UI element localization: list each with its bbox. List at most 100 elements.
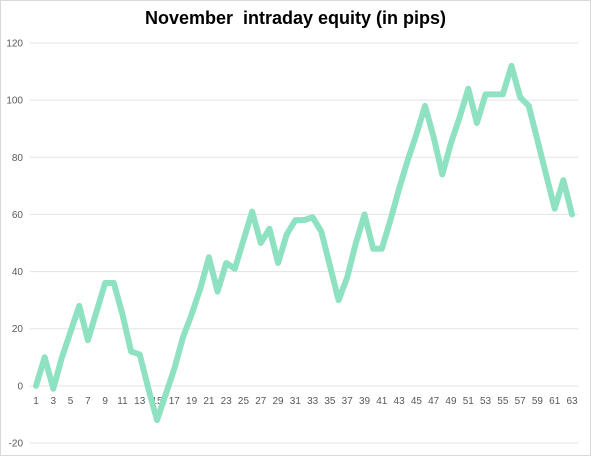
x-tick-label: 15 <box>151 396 163 407</box>
data-point <box>552 206 557 211</box>
data-point <box>129 349 134 354</box>
x-tick-label: 49 <box>445 396 457 407</box>
x-tick-label: 33 <box>307 396 319 407</box>
data-point <box>198 286 203 291</box>
data-point <box>293 218 298 223</box>
data-point <box>241 238 246 243</box>
series-line <box>33 62 575 424</box>
data-point <box>362 212 367 217</box>
data-point <box>137 352 142 357</box>
data-point <box>215 289 220 294</box>
data-point <box>405 158 410 163</box>
data-point <box>34 383 39 388</box>
data-point <box>423 103 428 108</box>
data-point <box>448 141 453 146</box>
x-tick-label: 31 <box>290 396 302 407</box>
data-point <box>103 281 108 286</box>
y-tick-label: 80 <box>12 153 24 164</box>
data-point <box>189 312 194 317</box>
data-point <box>379 246 384 251</box>
y-tick-label: 100 <box>6 96 23 107</box>
data-point <box>492 92 497 97</box>
x-tick-label: 9 <box>102 396 108 407</box>
data-point <box>500 92 505 97</box>
data-point <box>302 218 307 223</box>
data-point <box>371 246 376 251</box>
data-point <box>51 386 56 391</box>
x-tick-label: 11 <box>117 396 128 407</box>
data-point <box>353 241 358 246</box>
y-tick-label: 120 <box>6 39 23 50</box>
data-point <box>327 263 332 268</box>
x-tick-label: 37 <box>342 396 354 407</box>
data-point <box>232 266 237 271</box>
data-point <box>224 261 229 266</box>
data-point <box>310 215 315 220</box>
x-tick-label: 61 <box>549 396 561 407</box>
x-tick-label: 29 <box>273 396 285 407</box>
x-tick-label: 7 <box>85 396 91 407</box>
data-point <box>172 366 177 371</box>
data-point <box>518 95 523 100</box>
x-tick-label: 35 <box>324 396 336 407</box>
data-point <box>535 138 540 143</box>
x-tick-label: 25 <box>238 396 250 407</box>
x-tick-label: 39 <box>359 396 371 407</box>
y-tick-label: 0 <box>17 381 23 392</box>
x-tick-label: 19 <box>186 396 198 407</box>
data-point <box>414 132 419 137</box>
data-point <box>206 255 211 260</box>
x-tick-label: 5 <box>68 396 74 407</box>
x-tick-label: 17 <box>169 396 181 407</box>
data-point <box>258 241 263 246</box>
data-point <box>284 232 289 237</box>
data-point <box>276 261 281 266</box>
data-point <box>267 226 272 231</box>
y-tick-label: -20 <box>9 439 24 450</box>
x-axis-ticks: 1 3 5 7 9 11 13 15 17 19 21 23 25 27 29 31 33 35 37 39 41 43 4… <box>33 396 578 407</box>
data-point <box>466 86 471 91</box>
x-tick-label: 55 <box>497 396 509 407</box>
data-point <box>111 281 116 286</box>
x-tick-label: 3 <box>51 396 57 407</box>
x-tick-label: 21 <box>203 396 215 407</box>
x-tick-label: 57 <box>515 396 527 407</box>
x-tick-label: 1 <box>33 396 39 407</box>
gridlines <box>30 42 578 444</box>
data-point <box>336 298 341 303</box>
data-point <box>94 309 99 314</box>
data-point <box>526 103 531 108</box>
data-point <box>474 121 479 126</box>
series-layer <box>33 62 575 424</box>
y-axis-ticks: -20 0 20 40 60 80 100 120 <box>6 39 23 450</box>
x-tick-label: 23 <box>221 396 233 407</box>
x-tick-label: 13 <box>134 396 146 407</box>
data-point <box>509 63 514 68</box>
data-point <box>388 218 393 223</box>
data-point <box>68 329 73 334</box>
data-point <box>457 115 462 120</box>
data-point <box>483 92 488 97</box>
data-point <box>397 186 402 191</box>
x-tick-label: 53 <box>480 396 492 407</box>
data-point <box>440 172 445 177</box>
x-tick-label: 43 <box>394 396 406 407</box>
data-point <box>319 229 324 234</box>
data-point <box>77 303 82 308</box>
data-point <box>345 275 350 280</box>
x-tick-label: 59 <box>532 396 544 407</box>
y-tick-label: 60 <box>12 210 24 221</box>
data-point <box>42 355 47 360</box>
x-tick-label: 47 <box>428 396 440 407</box>
x-tick-label: 41 <box>376 396 388 407</box>
data-point <box>561 178 566 183</box>
data-point <box>59 355 64 360</box>
data-point <box>163 392 168 397</box>
y-tick-label: 40 <box>12 267 24 278</box>
data-point <box>544 172 549 177</box>
data-point <box>250 209 255 214</box>
data-point <box>85 338 90 343</box>
data-point <box>180 335 185 340</box>
